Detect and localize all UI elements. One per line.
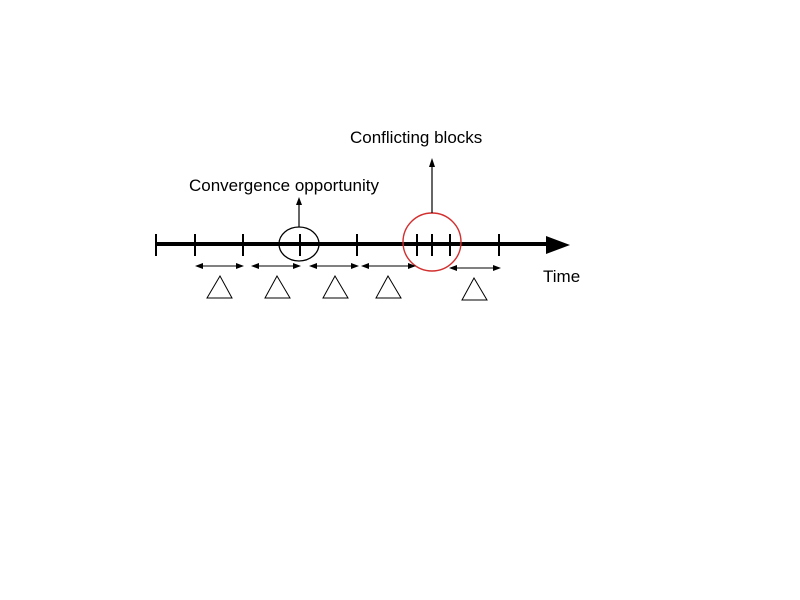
conflict-pointer-head bbox=[429, 158, 435, 167]
conflicting-label: Conflicting blocks bbox=[350, 128, 482, 147]
delta-triangle-icon bbox=[461, 276, 488, 301]
convergence-pointer-head bbox=[296, 197, 302, 205]
time-label: Time bbox=[543, 267, 580, 286]
delta-triangle-icon bbox=[264, 274, 291, 299]
delta-triangle-icon bbox=[206, 274, 233, 299]
delta-triangle-icon bbox=[322, 274, 349, 299]
delta-triangle-icon bbox=[375, 274, 402, 299]
convergence-label: Convergence opportunity bbox=[189, 176, 379, 195]
timeline-arrowhead bbox=[546, 236, 570, 254]
